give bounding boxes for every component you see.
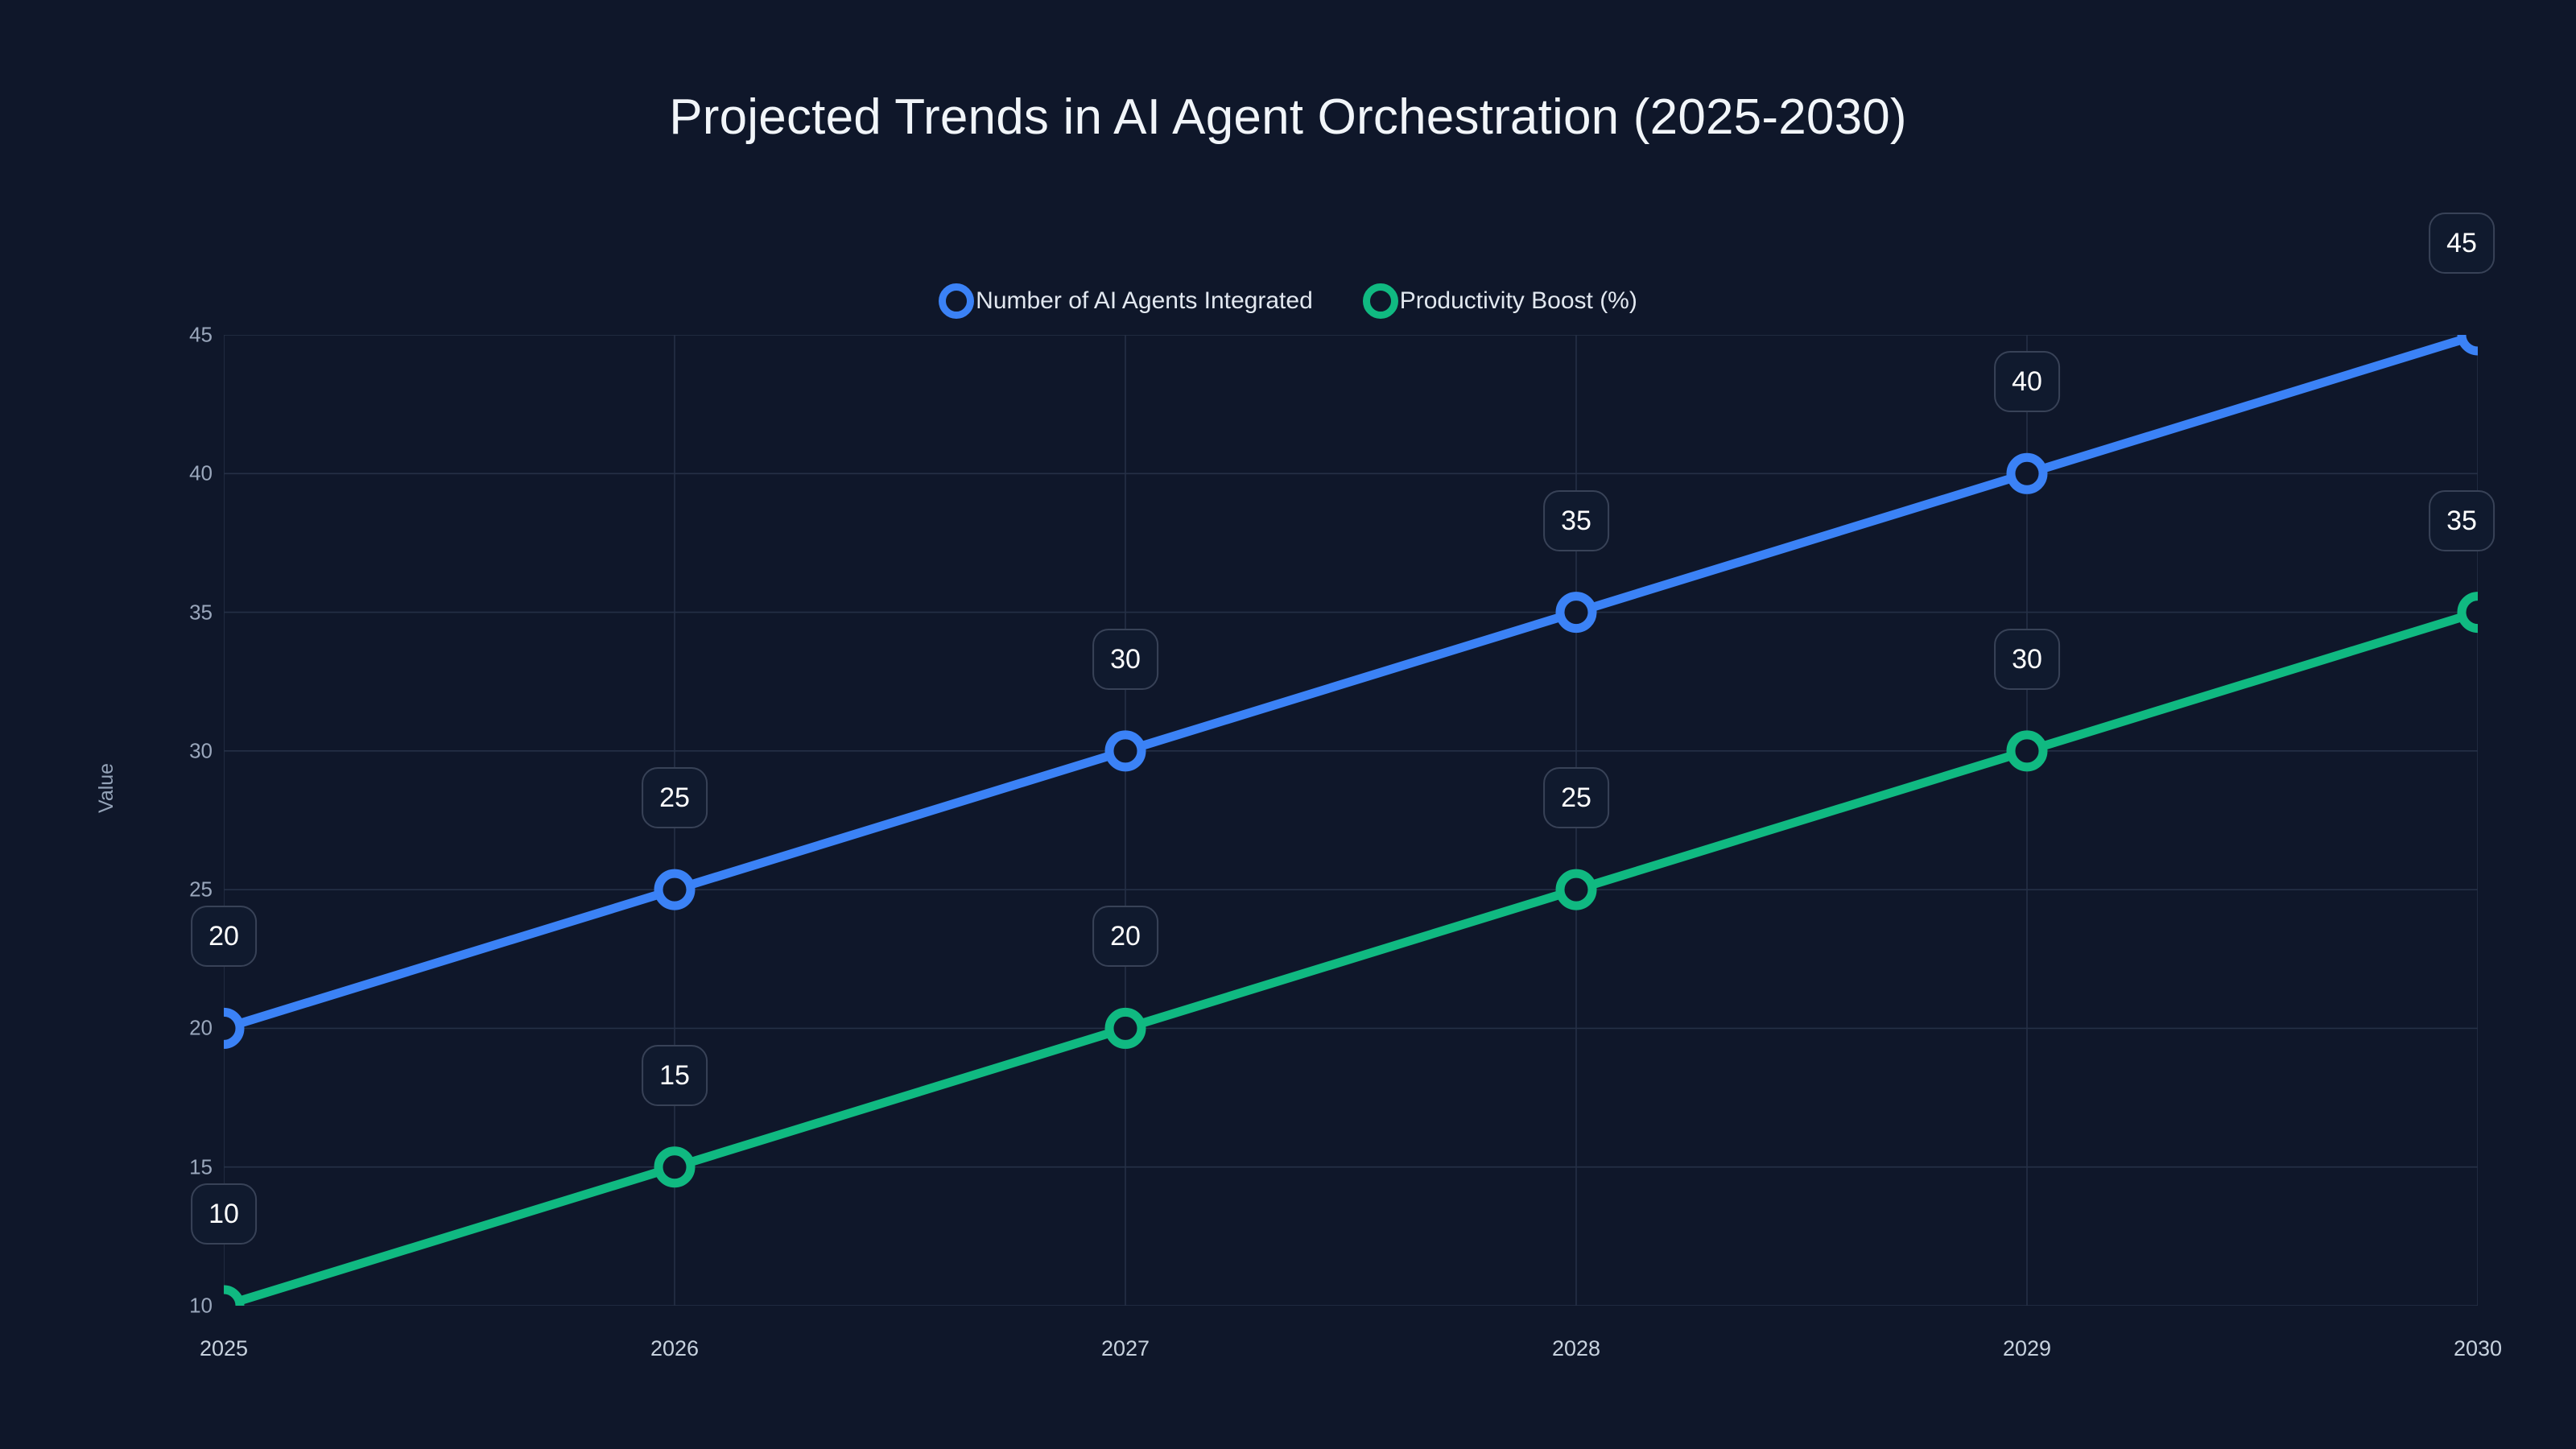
data-label-badge: 25	[642, 767, 708, 829]
chart-title: Projected Trends in AI Agent Orchestrati…	[669, 89, 1907, 145]
data-point-marker	[2457, 335, 2478, 356]
legend-swatch-circle-icon	[1362, 283, 1398, 319]
legend-label-series-1: Productivity Boost (%)	[1399, 287, 1637, 314]
data-point-marker	[1555, 869, 1597, 910]
x-tick-label: 2029	[2002, 1336, 2052, 1360]
plot-svg	[224, 335, 2478, 1306]
series-0	[224, 335, 2478, 1049]
data-point-marker	[2457, 592, 2478, 634]
series-1	[224, 592, 2478, 1306]
data-label-badge: 25	[1543, 767, 1609, 829]
y-tick-label: 40	[189, 460, 213, 485]
data-label-badge: 10	[191, 1183, 257, 1245]
y-axis-title: Value	[95, 762, 118, 813]
legend-label-series-0: Number of AI Agents Integrated	[976, 287, 1313, 314]
series-line	[224, 335, 2478, 1033]
x-tick-label: 2026	[650, 1336, 700, 1360]
y-tick-label: 20	[189, 1015, 213, 1040]
x-tick-label: 2027	[1100, 1336, 1150, 1360]
data-label-badge: 20	[191, 906, 257, 968]
data-label-badge: 40	[1994, 351, 2060, 413]
y-tick-label: 30	[189, 738, 213, 763]
data-point-marker	[654, 1146, 696, 1188]
legend-swatch-circle-icon	[939, 283, 975, 319]
data-label-badge: 20	[1092, 906, 1158, 968]
data-point-marker	[1104, 730, 1146, 772]
chart-legend: Number of AI Agents Integrated Productiv…	[0, 283, 2576, 319]
data-point-marker	[1104, 1007, 1146, 1049]
x-tick-label: 2028	[1551, 1336, 1601, 1360]
plot-area	[224, 335, 2478, 1306]
y-tick-label: 10	[189, 1293, 213, 1318]
data-point-marker	[2006, 452, 2048, 494]
data-point-marker	[224, 1285, 245, 1306]
data-label-badge: 30	[1994, 628, 2060, 690]
data-point-marker	[1555, 592, 1597, 634]
y-tick-label: 15	[189, 1154, 213, 1179]
x-tick-label: 2025	[199, 1336, 249, 1360]
series-line	[224, 608, 2478, 1306]
grid-lines	[224, 335, 2478, 1306]
x-tick-label: 2030	[2453, 1336, 2503, 1360]
data-label-badge: 45	[2429, 213, 2495, 274]
data-point-marker	[654, 869, 696, 910]
data-label-badge: 35	[1543, 489, 1609, 551]
legend-item-series-1[interactable]: Productivity Boost (%)	[1362, 283, 1637, 319]
data-point-marker	[2006, 730, 2048, 772]
y-tick-label: 35	[189, 600, 213, 625]
data-label-badge: 35	[2429, 489, 2495, 551]
data-point-marker	[224, 1007, 245, 1049]
legend-item-series-0[interactable]: Number of AI Agents Integrated	[939, 283, 1313, 319]
y-tick-label: 25	[189, 877, 213, 902]
y-tick-label: 45	[189, 322, 213, 347]
data-label-badge: 15	[642, 1044, 708, 1106]
data-label-badge: 30	[1092, 628, 1158, 690]
